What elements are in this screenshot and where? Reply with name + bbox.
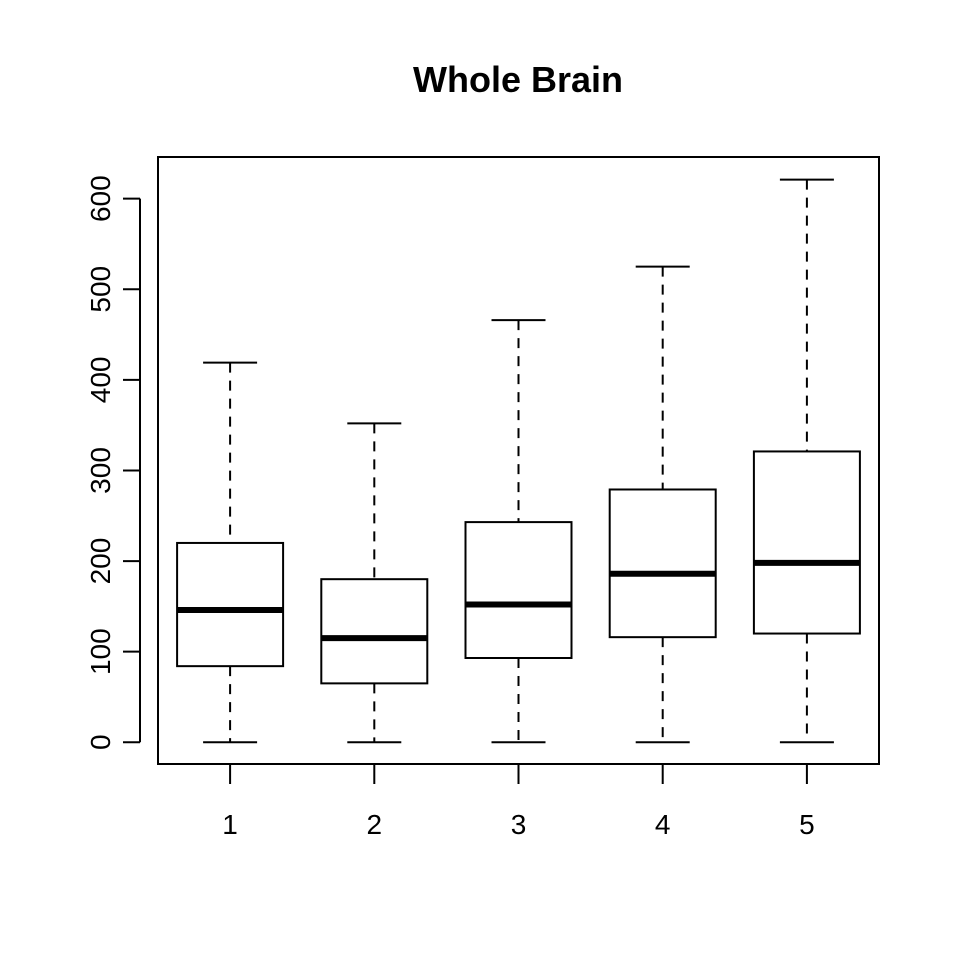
iqr-box xyxy=(320,578,429,685)
iqr-box xyxy=(608,488,717,639)
box-4 xyxy=(608,265,717,744)
y-tick-label: 500 xyxy=(85,266,116,313)
chart-title: Whole Brain xyxy=(413,59,623,100)
boxes-group xyxy=(176,178,861,744)
box-5 xyxy=(752,178,861,744)
iqr-box xyxy=(176,541,285,668)
y-tick-label: 200 xyxy=(85,538,116,585)
box-2 xyxy=(320,422,429,744)
x-tick-label: 3 xyxy=(511,809,527,840)
iqr-box xyxy=(752,450,861,635)
x-tick-label: 5 xyxy=(799,809,815,840)
x-axis: 1 2 3 4 5 xyxy=(222,763,815,840)
x-tick-label: 2 xyxy=(367,809,383,840)
y-tick-label: 600 xyxy=(85,175,116,222)
y-tick-label: 300 xyxy=(85,447,116,494)
box-1 xyxy=(176,361,285,744)
iqr-box xyxy=(464,521,573,660)
y-tick-label: 100 xyxy=(85,628,116,675)
box-3 xyxy=(464,319,573,744)
y-tick-label: 0 xyxy=(85,734,116,750)
y-axis: 0 100 200 300 400 500 600 xyxy=(85,175,141,750)
y-tick-label: 400 xyxy=(85,357,116,404)
x-tick-label: 4 xyxy=(655,809,671,840)
x-tick-label: 1 xyxy=(222,809,238,840)
